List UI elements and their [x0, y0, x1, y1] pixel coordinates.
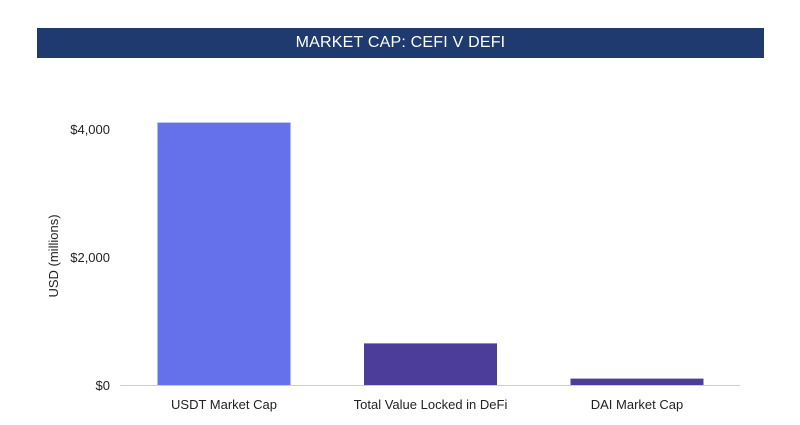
x-tick-label: USDT Market Cap — [171, 397, 277, 412]
y-axis-title: USD (millions) — [46, 214, 61, 297]
chart-title: MARKET CAP: CEFI V DEFI — [37, 28, 764, 58]
bar-usdt-market-cap — [157, 122, 291, 385]
y-tick-label: $4,000 — [70, 122, 110, 137]
bar-dai-market-cap — [570, 378, 704, 385]
x-tick-label: DAI Market Cap — [591, 397, 683, 412]
y-tick-label: $2,000 — [70, 250, 110, 265]
bar-total-value-locked-in-defi — [364, 343, 497, 385]
x-tick-label: Total Value Locked in DeFi — [354, 397, 508, 412]
y-tick-label: $0 — [96, 378, 110, 393]
